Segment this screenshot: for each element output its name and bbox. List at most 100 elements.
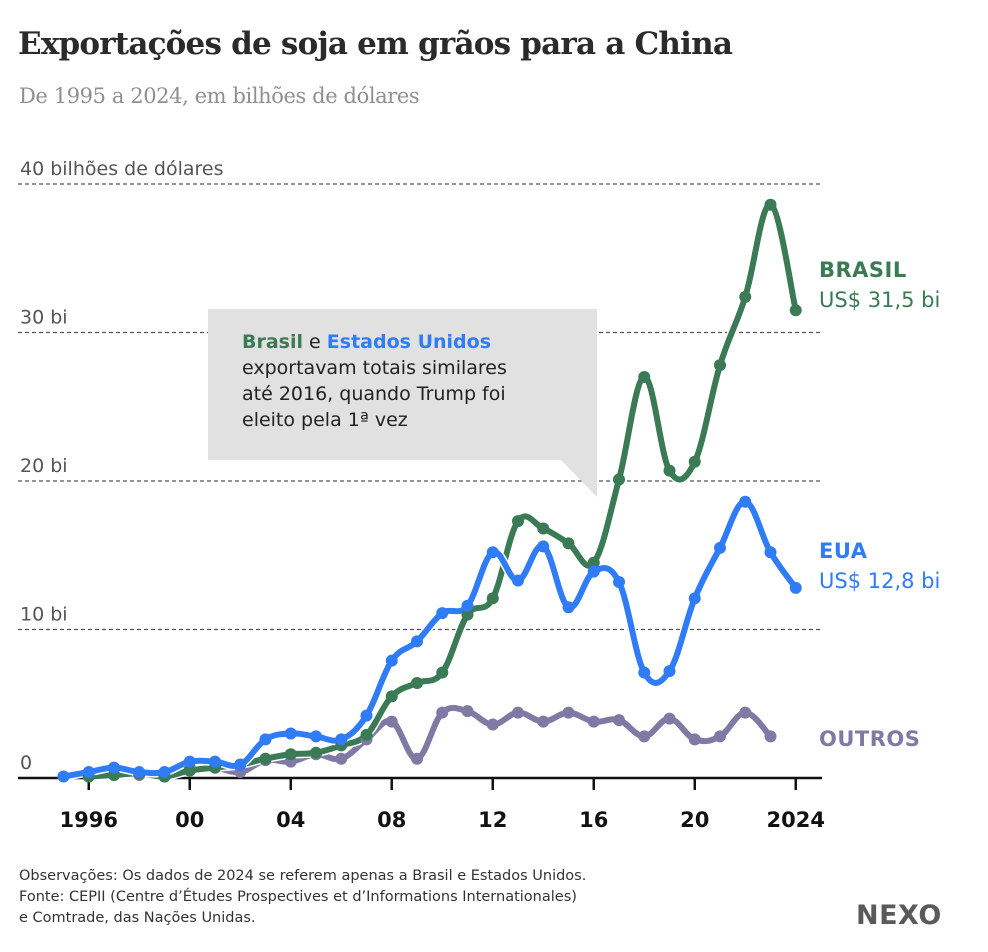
data-point-outros — [436, 706, 449, 719]
y-tick-label: 20 bi — [20, 455, 68, 477]
data-point-brasil — [411, 676, 423, 689]
data-point-eua — [613, 575, 625, 588]
label-outros-name: OUTROS — [819, 727, 921, 751]
data-point-outros — [335, 752, 348, 765]
data-point-eua — [638, 666, 651, 679]
data-point-eua — [688, 592, 701, 605]
data-point-outros — [486, 718, 499, 731]
y-tick-label: 0 — [20, 752, 32, 774]
data-point-outros — [385, 715, 398, 728]
data-point-eua — [512, 574, 524, 587]
nexo-logo: NEXO — [856, 900, 942, 931]
x-tick-label: 04 — [276, 808, 305, 832]
data-point-eua — [714, 541, 726, 554]
label-eua-name: EUA — [819, 539, 868, 563]
label-outros: OUTROS — [819, 727, 920, 751]
data-point-brasil — [436, 666, 449, 679]
series-line-brasil — [85, 201, 799, 780]
footer-source-cont: e Comtrade, das Nações Unidas. — [19, 910, 256, 926]
annotation-box: Brasil e Estados Unidos exportavam totai… — [208, 309, 597, 460]
data-point-outros — [688, 733, 701, 746]
label-eua-value: US$ 12,8 bi — [819, 569, 941, 593]
x-tick-label: 00 — [175, 808, 204, 832]
data-point-outros — [739, 706, 752, 719]
data-point-brasil — [310, 746, 322, 759]
x-tick-label: 20 — [680, 808, 709, 832]
data-point-eua — [108, 761, 120, 774]
series-lines — [59, 200, 801, 782]
data-point-eua — [663, 665, 676, 678]
data-point-outros — [411, 752, 423, 765]
data-point-eua — [133, 766, 146, 779]
annotation-pointer — [560, 459, 597, 497]
data-point-brasil — [461, 608, 474, 621]
data-point-eua — [411, 635, 423, 648]
chart-title: Exportações de soja em grãos para a Chin… — [18, 26, 733, 62]
data-point-outros — [587, 715, 600, 728]
data-point-brasil — [284, 748, 297, 761]
footer-observations: Observações: Os dados de 2024 se referem… — [19, 868, 587, 884]
data-point-eua — [486, 546, 499, 559]
data-point-outros — [562, 706, 575, 719]
data-point-eua — [158, 766, 171, 779]
data-point-brasil — [739, 290, 752, 303]
annotation-conjunction: e — [303, 331, 327, 353]
data-point-brasil — [512, 515, 524, 528]
label-eua: EUA US$ 12,8 bi — [819, 539, 940, 593]
data-point-brasil — [259, 752, 272, 765]
data-point-eua — [385, 654, 398, 667]
data-point-eua — [537, 540, 550, 553]
data-point-brasil — [562, 537, 575, 550]
y-tick-label: 10 bi — [20, 604, 68, 626]
data-point-brasil — [663, 464, 676, 477]
x-tick-label: 1996 — [60, 808, 118, 832]
footer-source: Fonte: CEPII (Centre d’Études Prospectiv… — [19, 889, 577, 905]
data-point-outros — [764, 730, 777, 743]
data-point-eua — [57, 770, 70, 783]
data-point-brasil — [537, 522, 550, 535]
data-point-outros — [537, 715, 550, 728]
data-point-eua — [562, 601, 575, 614]
data-point-brasil — [360, 728, 373, 741]
annotation-line-4: eleito pela 1ª vez — [242, 409, 408, 431]
chart-subtitle: De 1995 a 2024, em bilhões de dólares — [19, 84, 420, 108]
data-point-eua — [284, 727, 297, 740]
data-point-brasil — [764, 198, 777, 211]
data-point-eua — [764, 546, 777, 559]
data-point-eua — [789, 581, 802, 594]
data-point-eua — [259, 733, 272, 746]
x-tick-label: 16 — [579, 808, 608, 832]
data-point-outros — [613, 714, 625, 727]
data-point-eua — [335, 733, 348, 746]
data-point-eua — [436, 607, 449, 620]
annotation-line-2: exportavam totais similares — [242, 357, 507, 379]
data-point-brasil — [789, 304, 802, 317]
series-points — [57, 198, 802, 783]
data-point-eua — [209, 755, 221, 768]
data-point-brasil — [385, 690, 398, 703]
data-point-outros — [512, 706, 524, 719]
data-point-eua — [461, 599, 474, 612]
data-point-eua — [739, 495, 752, 508]
annotation-eua: Estados Unidos — [326, 331, 491, 353]
data-point-eua — [310, 730, 322, 743]
data-point-outros — [638, 730, 651, 743]
data-point-eua — [234, 758, 247, 771]
data-point-outros — [461, 705, 474, 718]
data-point-brasil — [688, 455, 701, 468]
series-halo-brasil — [84, 200, 801, 782]
data-point-eua — [360, 709, 373, 722]
data-point-outros — [714, 730, 726, 743]
data-point-brasil — [714, 359, 726, 372]
annotation-line-3: até 2016, quando Trump foi — [242, 383, 506, 405]
y-tick-label: 30 bi — [20, 307, 68, 329]
data-point-brasil — [638, 371, 651, 384]
x-tick-label: 08 — [377, 808, 406, 832]
data-point-eua — [82, 766, 95, 779]
footer-notes: Observações: Os dados de 2024 se referem… — [19, 866, 586, 929]
data-point-brasil — [587, 556, 600, 569]
x-tick-label: 2024 — [767, 808, 825, 832]
x-axis: 1996 00 04 08 12 16 20 2024 — [18, 776, 825, 832]
y-tick-label: 40 bilhões de dólares — [20, 158, 224, 180]
